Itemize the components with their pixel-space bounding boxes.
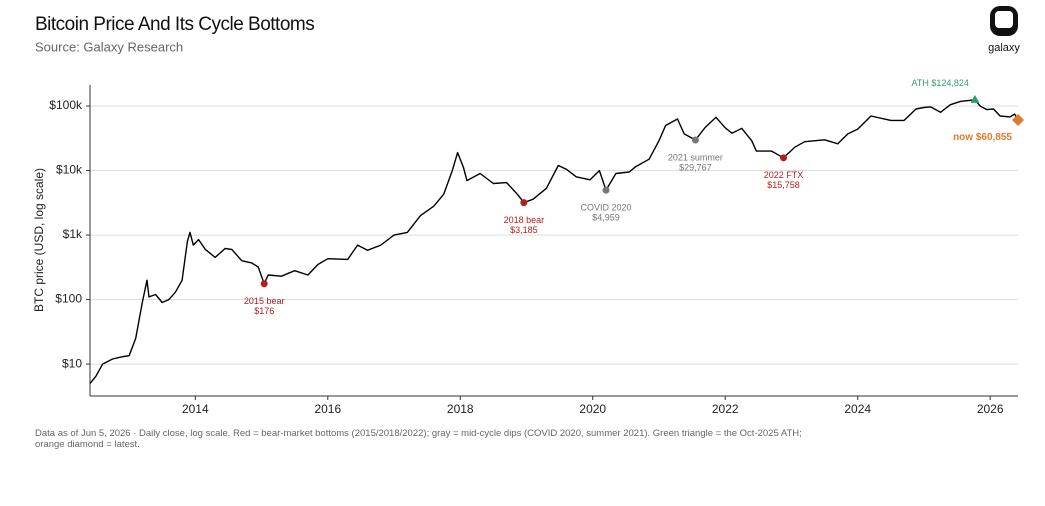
y-tick-label: $10k — [56, 163, 83, 177]
logo-icon-inner — [995, 11, 1013, 28]
chart-subtitle: Source: Galaxy Research — [35, 39, 183, 54]
annotation-value: $124,824 — [931, 78, 969, 88]
annotation-value: $4,959 — [592, 213, 620, 223]
annotation-label: 2018 bear — [504, 215, 545, 225]
y-tick-label: $10 — [62, 356, 82, 370]
brand: galaxy — [988, 42, 1020, 54]
y-tick-label: $100 — [55, 292, 82, 306]
latest-marker — [1012, 113, 1024, 126]
annotation-name: now — [953, 132, 973, 143]
footnote: Data as of Jun 5, 2026 · Daily close, lo… — [35, 428, 802, 450]
bottom-marker — [780, 154, 788, 162]
x-tick-label: 2016 — [314, 402, 341, 416]
bottom-marker — [260, 280, 268, 288]
annotation-label: 2021 summer — [668, 152, 723, 162]
x-tick-label: 2022 — [712, 402, 739, 416]
x-tick-label: 2026 — [977, 402, 1004, 416]
ath-marker — [970, 94, 980, 103]
chart-title: Bitcoin Price And Its Cycle Bottoms — [35, 14, 314, 35]
annotation-label: ATH $124,824 — [912, 78, 969, 88]
annotation-value: $3,185 — [510, 225, 538, 235]
bottom-marker — [691, 136, 699, 144]
annotation-value: $29,767 — [679, 162, 712, 172]
annotation-label: 2015 bear — [244, 296, 285, 306]
x-tick-label: 2024 — [844, 402, 871, 416]
price-line — [89, 99, 1019, 384]
annotation-name: ATH — [912, 78, 929, 88]
bottom-marker — [602, 186, 610, 194]
x-tick-label: 2018 — [447, 402, 474, 416]
y-tick-label: $1k — [63, 227, 83, 241]
annotation-value: $60,855 — [976, 132, 1013, 143]
y-axis-label: BTC price (USD, log scale) — [32, 168, 46, 312]
annotation-label: COVID 2020 — [580, 203, 631, 213]
annotation-value: $176 — [254, 306, 274, 316]
annotation-value: $15,758 — [767, 180, 800, 190]
annotation-label: now $60,855 — [953, 132, 1012, 143]
x-tick-label: 2020 — [579, 402, 606, 416]
y-tick-label: $100k — [49, 98, 83, 112]
x-tick-label: 2014 — [182, 402, 209, 416]
bottom-marker — [520, 199, 528, 207]
annotation-label: 2022 FTX — [764, 170, 804, 180]
